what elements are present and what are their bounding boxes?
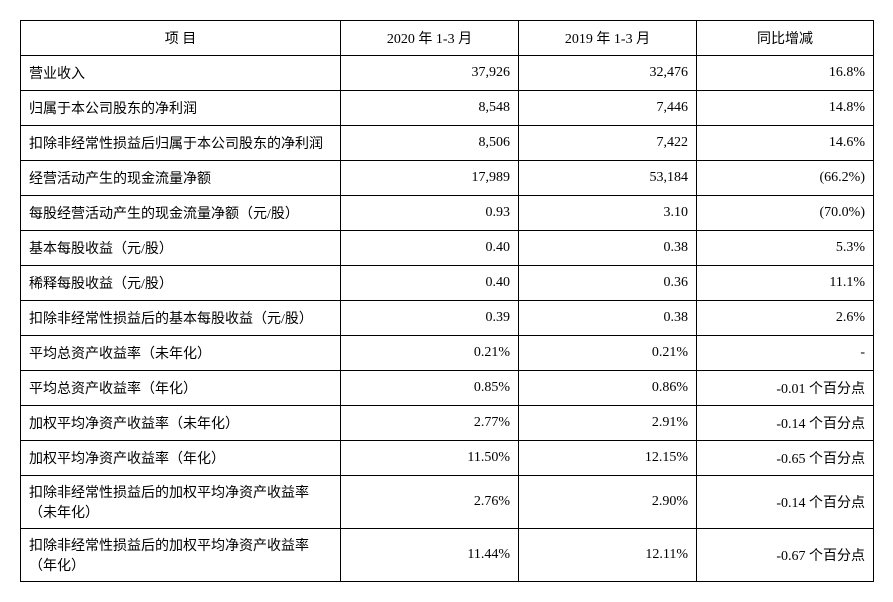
col-header-change: 同比增减 [697,21,874,56]
row-label: 扣除非经常性损益后的加权平均净资产收益率（未年化） [21,476,341,529]
row-label: 加权平均净资产收益率（未年化） [21,406,341,441]
row-value: -0.67 个百分点 [697,529,874,582]
row-value: 32,476 [519,56,697,91]
row-value: -0.01 个百分点 [697,371,874,406]
table-row: 每股经营活动产生的现金流量净额（元/股）0.933.10(70.0%) [21,196,874,231]
row-value: 5.3% [697,231,874,266]
row-value: 2.91% [519,406,697,441]
row-value: 0.21% [519,336,697,371]
row-value: 2.6% [697,301,874,336]
row-value: 11.44% [341,529,519,582]
table-row: 稀释每股收益（元/股）0.400.3611.1% [21,266,874,301]
row-label: 扣除非经常性损益后的基本每股收益（元/股） [21,301,341,336]
row-value: 0.39 [341,301,519,336]
row-value: 0.38 [519,301,697,336]
row-value: -0.14 个百分点 [697,476,874,529]
row-label: 平均总资产收益率（年化） [21,371,341,406]
row-value: 11.50% [341,441,519,476]
row-value: 53,184 [519,161,697,196]
financial-table: 项 目 2020 年 1-3 月 2019 年 1-3 月 同比增减 营业收入3… [20,20,874,582]
row-value: 0.93 [341,196,519,231]
row-value: 2.76% [341,476,519,529]
table-row: 基本每股收益（元/股）0.400.385.3% [21,231,874,266]
row-value: 0.36 [519,266,697,301]
row-label: 每股经营活动产生的现金流量净额（元/股） [21,196,341,231]
row-label: 扣除非经常性损益后归属于本公司股东的净利润 [21,126,341,161]
table-row: 加权平均净资产收益率（未年化）2.77%2.91%-0.14 个百分点 [21,406,874,441]
row-value: 12.15% [519,441,697,476]
row-value: 0.40 [341,266,519,301]
row-value: 0.21% [341,336,519,371]
row-value: 2.77% [341,406,519,441]
row-value: 12.11% [519,529,697,582]
table-row: 加权平均净资产收益率（年化）11.50%12.15%-0.65 个百分点 [21,441,874,476]
table-row: 平均总资产收益率（年化）0.85%0.86%-0.01 个百分点 [21,371,874,406]
row-value: 0.40 [341,231,519,266]
table-header-row: 项 目 2020 年 1-3 月 2019 年 1-3 月 同比增减 [21,21,874,56]
row-value: 16.8% [697,56,874,91]
row-value: 37,926 [341,56,519,91]
col-header-2020: 2020 年 1-3 月 [341,21,519,56]
table-row: 扣除非经常性损益后归属于本公司股东的净利润8,5067,42214.6% [21,126,874,161]
row-value: - [697,336,874,371]
row-value: -0.65 个百分点 [697,441,874,476]
row-value: 14.8% [697,91,874,126]
table-row: 营业收入37,92632,47616.8% [21,56,874,91]
row-label: 加权平均净资产收益率（年化） [21,441,341,476]
row-label: 扣除非经常性损益后的加权平均净资产收益率（年化） [21,529,341,582]
row-value: 17,989 [341,161,519,196]
row-label: 基本每股收益（元/股） [21,231,341,266]
row-value: 7,446 [519,91,697,126]
row-value: (66.2%) [697,161,874,196]
table-row: 经营活动产生的现金流量净额17,98953,184(66.2%) [21,161,874,196]
row-label: 稀释每股收益（元/股） [21,266,341,301]
row-label: 营业收入 [21,56,341,91]
row-value: 0.86% [519,371,697,406]
table-row: 扣除非经常性损益后的加权平均净资产收益率（年化）11.44%12.11%-0.6… [21,529,874,582]
row-value: 3.10 [519,196,697,231]
table-row: 平均总资产收益率（未年化）0.21%0.21%- [21,336,874,371]
row-value: 11.1% [697,266,874,301]
table-row: 扣除非经常性损益后的加权平均净资产收益率（未年化）2.76%2.90%-0.14… [21,476,874,529]
row-label: 经营活动产生的现金流量净额 [21,161,341,196]
row-value: 2.90% [519,476,697,529]
table-row: 归属于本公司股东的净利润8,5487,44614.8% [21,91,874,126]
row-label: 平均总资产收益率（未年化） [21,336,341,371]
table-body: 营业收入37,92632,47616.8%归属于本公司股东的净利润8,5487,… [21,56,874,582]
row-value: 0.85% [341,371,519,406]
row-value: (70.0%) [697,196,874,231]
col-header-2019: 2019 年 1-3 月 [519,21,697,56]
row-value: 0.38 [519,231,697,266]
row-value: -0.14 个百分点 [697,406,874,441]
row-value: 7,422 [519,126,697,161]
row-value: 8,506 [341,126,519,161]
table-row: 扣除非经常性损益后的基本每股收益（元/股）0.390.382.6% [21,301,874,336]
row-label: 归属于本公司股东的净利润 [21,91,341,126]
col-header-item: 项 目 [21,21,341,56]
row-value: 8,548 [341,91,519,126]
row-value: 14.6% [697,126,874,161]
